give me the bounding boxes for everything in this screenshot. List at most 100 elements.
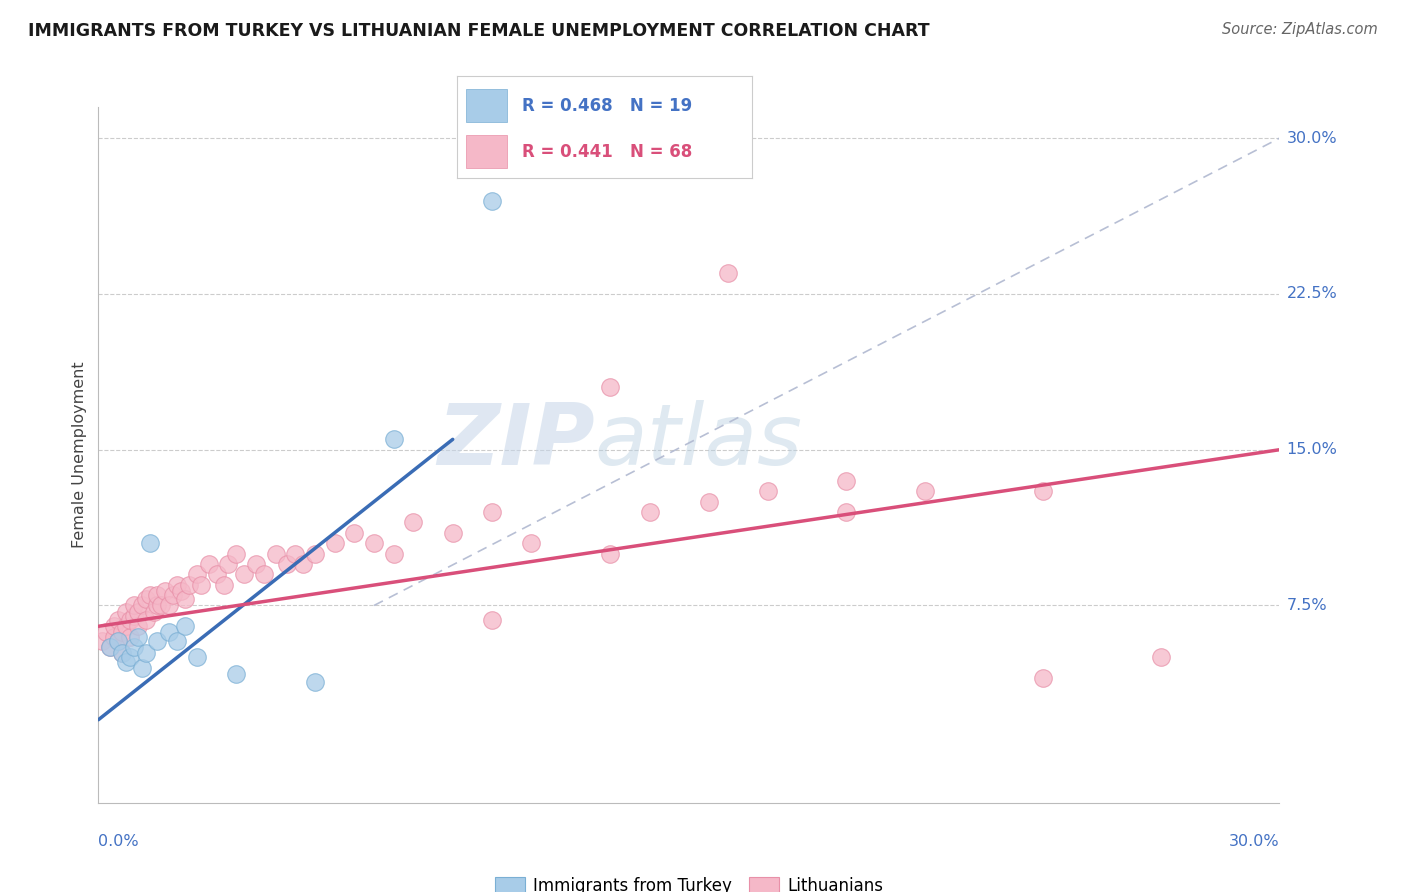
Point [756, 484, 779, 499]
Point [253, 567, 276, 582]
Point [91, 633, 114, 648]
Point [111, 646, 134, 660]
Point [217, 557, 239, 571]
Point [127, 619, 149, 633]
Point [107, 633, 129, 648]
Point [186, 650, 208, 665]
Point [135, 592, 157, 607]
Point [115, 655, 138, 669]
Point [146, 599, 169, 613]
Point [363, 536, 385, 550]
Point [205, 567, 228, 582]
Point [157, 599, 180, 613]
Point [599, 547, 621, 561]
Point [135, 646, 157, 660]
Point [174, 619, 197, 633]
FancyBboxPatch shape [465, 89, 508, 122]
Point [111, 625, 134, 640]
Text: ZIP: ZIP [437, 400, 595, 483]
Text: 30.0%: 30.0% [1286, 131, 1337, 145]
Point [599, 380, 621, 394]
Point [174, 592, 197, 607]
Point [382, 433, 405, 447]
Point [214, 578, 236, 592]
Point [103, 630, 125, 644]
Point [697, 494, 720, 508]
FancyBboxPatch shape [465, 136, 508, 168]
Point [343, 525, 366, 540]
Point [284, 547, 307, 561]
Point [96, 625, 118, 640]
Point [292, 557, 315, 571]
Point [233, 567, 256, 582]
Point [166, 578, 188, 592]
Text: R = 0.468   N = 19: R = 0.468 N = 19 [522, 96, 692, 114]
Text: 30.0%: 30.0% [1229, 834, 1279, 849]
Point [1032, 671, 1054, 685]
Point [520, 536, 543, 550]
Point [914, 484, 936, 499]
Point [138, 536, 160, 550]
Point [186, 567, 208, 582]
Point [118, 650, 141, 665]
Text: 22.5%: 22.5% [1286, 286, 1337, 301]
Point [264, 547, 287, 561]
Point [150, 599, 173, 613]
Point [481, 505, 503, 519]
Point [146, 633, 169, 648]
Point [98, 640, 121, 654]
Text: Source: ZipAtlas.com: Source: ZipAtlas.com [1222, 22, 1378, 37]
Point [122, 599, 145, 613]
Point [127, 605, 149, 619]
Point [131, 599, 153, 613]
Point [122, 608, 145, 623]
Point [304, 675, 326, 690]
Point [162, 588, 184, 602]
Text: 0.0%: 0.0% [98, 834, 139, 849]
Point [717, 266, 740, 280]
Point [1032, 484, 1054, 499]
Point [225, 667, 247, 681]
Point [131, 661, 153, 675]
Point [122, 640, 145, 654]
Point [127, 630, 149, 644]
Point [304, 547, 326, 561]
Point [245, 557, 267, 571]
Point [835, 474, 858, 488]
Text: 7.5%: 7.5% [1286, 598, 1327, 613]
Point [155, 584, 177, 599]
Point [98, 640, 121, 654]
Text: IMMIGRANTS FROM TURKEY VS LITHUANIAN FEMALE UNEMPLOYMENT CORRELATION CHART: IMMIGRANTS FROM TURKEY VS LITHUANIAN FEM… [28, 22, 929, 40]
Point [118, 630, 141, 644]
Point [177, 578, 200, 592]
Point [190, 578, 212, 592]
Point [441, 525, 464, 540]
Point [157, 625, 180, 640]
Point [135, 613, 157, 627]
Point [107, 613, 129, 627]
Point [166, 633, 188, 648]
Point [276, 557, 298, 571]
Y-axis label: Female Unemployment: Female Unemployment [72, 361, 87, 549]
Point [107, 633, 129, 648]
Legend: Immigrants from Turkey, Lithuanians: Immigrants from Turkey, Lithuanians [495, 877, 883, 892]
Point [1150, 650, 1173, 665]
Point [142, 605, 165, 619]
Point [402, 516, 425, 530]
Point [118, 613, 141, 627]
Point [103, 619, 125, 633]
Point [138, 588, 160, 602]
Point [481, 194, 503, 208]
Point [170, 584, 193, 599]
Text: 15.0%: 15.0% [1286, 442, 1337, 458]
Point [323, 536, 346, 550]
Point [146, 588, 169, 602]
Point [225, 547, 247, 561]
Point [481, 613, 503, 627]
Point [835, 505, 858, 519]
Point [111, 646, 134, 660]
Point [197, 557, 219, 571]
Point [638, 505, 661, 519]
Text: R = 0.441   N = 68: R = 0.441 N = 68 [522, 143, 692, 161]
Point [115, 605, 138, 619]
